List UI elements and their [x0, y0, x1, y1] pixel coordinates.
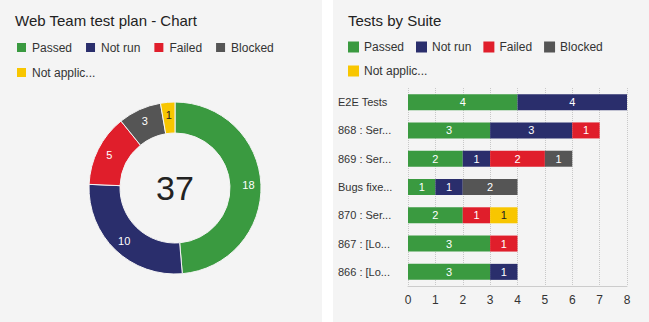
svg-text:3: 3 — [446, 238, 452, 250]
svg-text:Passed: Passed — [364, 40, 404, 54]
svg-text:870 : Ser...: 870 : Ser... — [338, 209, 391, 221]
svg-text:3: 3 — [446, 266, 452, 278]
svg-text:5: 5 — [542, 293, 549, 307]
svg-text:0: 0 — [405, 293, 412, 307]
svg-text:7: 7 — [596, 293, 603, 307]
svg-text:1: 1 — [556, 153, 562, 165]
svg-text:Not applic...: Not applic... — [32, 66, 95, 80]
svg-text:1: 1 — [166, 109, 172, 121]
svg-text:Tests by Suite: Tests by Suite — [348, 12, 441, 29]
svg-text:Bugs fixe...: Bugs fixe... — [338, 181, 392, 193]
svg-text:1: 1 — [419, 181, 425, 193]
svg-text:4: 4 — [514, 293, 521, 307]
svg-text:Not run: Not run — [432, 40, 471, 54]
svg-text:3: 3 — [528, 124, 534, 136]
svg-text:3: 3 — [446, 124, 452, 136]
svg-text:Failed: Failed — [169, 41, 202, 55]
svg-text:37: 37 — [156, 169, 194, 207]
svg-text:10: 10 — [118, 235, 130, 247]
svg-text:1: 1 — [473, 209, 479, 221]
svg-text:868 : Ser...: 868 : Ser... — [338, 124, 391, 136]
svg-text:Failed: Failed — [499, 40, 532, 54]
svg-text:4: 4 — [569, 96, 575, 108]
svg-text:869 : Ser...: 869 : Ser... — [338, 153, 391, 165]
svg-text:Passed: Passed — [32, 41, 72, 55]
svg-text:Web Team test plan - Chart: Web Team test plan - Chart — [15, 12, 198, 29]
svg-text:5: 5 — [106, 149, 112, 161]
svg-text:866 : [Lo...: 866 : [Lo... — [338, 266, 390, 278]
svg-text:18: 18 — [242, 179, 254, 191]
svg-text:4: 4 — [460, 96, 466, 108]
svg-text:1: 1 — [432, 293, 439, 307]
svg-text:1: 1 — [501, 266, 507, 278]
svg-text:2: 2 — [459, 293, 466, 307]
svg-text:1: 1 — [583, 124, 589, 136]
svg-text:Not run: Not run — [101, 41, 140, 55]
svg-text:Not applic...: Not applic... — [364, 64, 427, 78]
svg-text:2: 2 — [487, 181, 493, 193]
svg-text:Blocked: Blocked — [560, 40, 603, 54]
svg-text:3: 3 — [142, 115, 148, 127]
svg-text:3: 3 — [487, 293, 494, 307]
svg-text:2: 2 — [432, 209, 438, 221]
svg-text:2: 2 — [432, 153, 438, 165]
svg-text:1: 1 — [501, 209, 507, 221]
svg-text:1: 1 — [473, 153, 479, 165]
svg-text:8: 8 — [624, 293, 631, 307]
svg-text:1: 1 — [501, 238, 507, 250]
svg-text:1: 1 — [446, 181, 452, 193]
svg-text:E2E Tests: E2E Tests — [338, 96, 388, 108]
svg-text:867 : [Lo...: 867 : [Lo... — [338, 238, 390, 250]
svg-text:Blocked: Blocked — [231, 41, 274, 55]
svg-text:6: 6 — [569, 293, 576, 307]
svg-text:2: 2 — [514, 153, 520, 165]
